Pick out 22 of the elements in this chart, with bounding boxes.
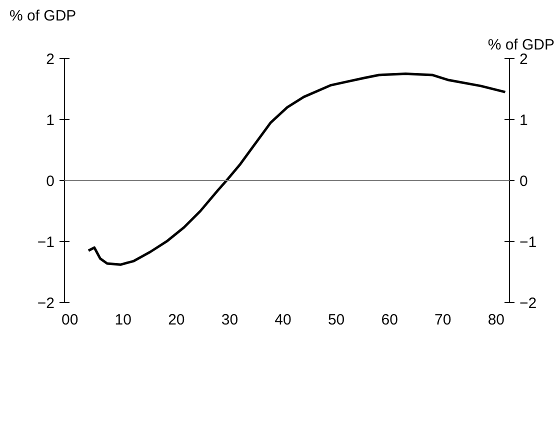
y2-tick-label: 2: [520, 51, 528, 68]
x-tick-label: 50: [328, 312, 345, 328]
y-tick-label: 1: [46, 112, 54, 129]
y2-tick-label: −2: [520, 295, 537, 312]
x-tick-label: 60: [381, 312, 398, 328]
x-tick-label: 80: [488, 312, 505, 328]
y-tick-label: −2: [37, 295, 55, 312]
line-series: [87, 72, 506, 266]
y2-tick-label: −1: [520, 234, 537, 251]
x-tick-label: 30: [221, 312, 238, 328]
y2-tick-label: 1: [520, 112, 528, 129]
y-tick-label: 0: [46, 173, 54, 190]
x-tick-label: 10: [114, 312, 132, 328]
y-tick-label: −1: [37, 234, 55, 251]
y2-tick-label: 0: [520, 173, 528, 190]
y2-axis-title: % of GDP: [488, 36, 554, 54]
x-tick-label: 70: [434, 312, 452, 328]
y-tick-label: 2: [46, 51, 54, 68]
x-tick-label: 20: [168, 312, 185, 328]
x-tick-label: 40: [274, 312, 292, 328]
x-tick-label: 00: [61, 312, 78, 328]
y-axis-title: % of GDP: [10, 8, 76, 24]
